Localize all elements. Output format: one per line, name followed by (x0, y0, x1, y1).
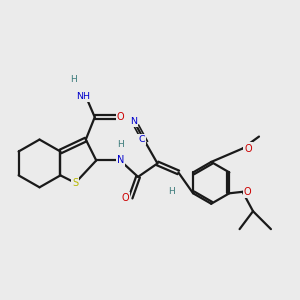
Text: N: N (117, 155, 124, 166)
Text: C: C (138, 135, 145, 144)
Text: H: H (117, 140, 124, 148)
Text: O: O (244, 143, 252, 154)
Text: O: O (122, 193, 129, 203)
Text: S: S (72, 178, 78, 188)
Text: H: H (70, 75, 77, 84)
Text: O: O (117, 112, 124, 122)
Text: H: H (168, 187, 175, 196)
Text: O: O (244, 187, 251, 197)
Text: NH: NH (76, 92, 90, 101)
Text: N: N (130, 117, 137, 126)
